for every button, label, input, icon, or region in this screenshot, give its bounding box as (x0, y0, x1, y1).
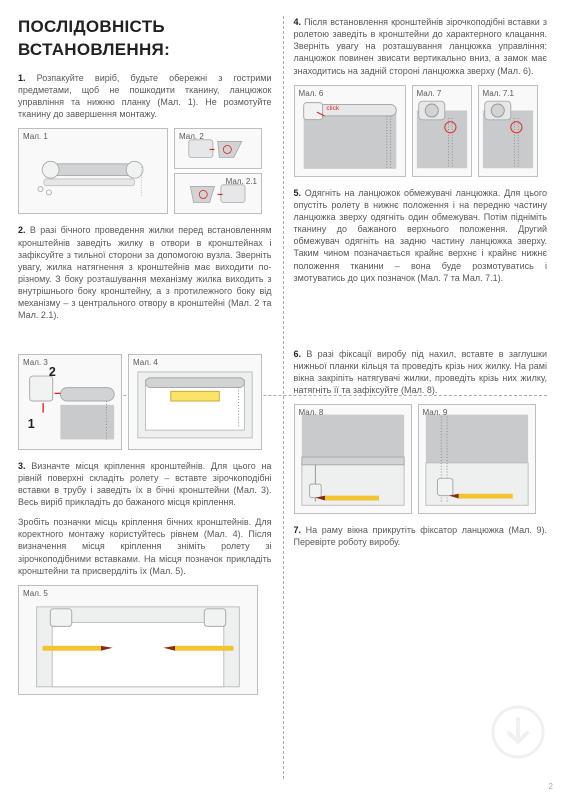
figure-7-label: Мал. 7 (417, 89, 442, 100)
figure-6-svg: click (298, 89, 402, 173)
step-7: 7. На раму вікна прикрутіть фіксатор лан… (294, 524, 548, 548)
step-3b: Зробіть позначки місць кріплення бічних … (18, 516, 272, 577)
figure-4-label: Мал. 4 (133, 358, 158, 369)
fig-row-8-9: Мал. 8 Мал. 9 (294, 404, 548, 514)
step-3-text: Визначте місця кріплення кронштейнів. Дл… (18, 461, 272, 507)
step-7-num: 7. (294, 525, 302, 535)
section-left-bottom: Мал. 3 1 2 Мал. 4 (18, 348, 272, 705)
figure-1-svg (26, 142, 159, 201)
figure-1: Мал. 1 (18, 128, 168, 214)
page-number: 2 (549, 782, 553, 793)
figure-7-1-svg (481, 89, 535, 173)
figure-5: Мал. 5 (18, 585, 258, 695)
figure-7-1: Мал. 7.1 (478, 85, 538, 177)
step-2-text: В разі бічного проведення жилки перед вс… (18, 225, 272, 320)
click-label: click (326, 105, 340, 112)
figure-3: Мал. 3 1 2 (18, 354, 122, 450)
fig-row-5: Мал. 5 (18, 585, 272, 695)
figure-5-svg (23, 589, 253, 691)
figure-4: Мал. 4 (128, 354, 262, 450)
step-4-text: Після встановлення кронштейнів зірочкопо… (294, 17, 548, 76)
figure-3-svg: 1 2 (22, 358, 118, 446)
figure-7: Мал. 7 (412, 85, 472, 177)
figure-9-svg (422, 408, 532, 510)
figure-2-label: Мал. 2 (179, 132, 204, 143)
section-left-top: ПОСЛІДОВНІСТЬ ВСТАНОВЛЕННЯ: 1. Розпакуйт… (18, 16, 272, 330)
figure-8: Мал. 8 (294, 404, 412, 514)
figure-5-label: Мал. 5 (23, 589, 48, 600)
step-2: 2. В разі бічного проведення жилки перед… (18, 224, 272, 321)
step-5-text: Одягніть на ланцюжок обмежувачі ланцюжка… (294, 188, 548, 283)
watermark-icon (491, 705, 545, 759)
step-6-text: В разі фіксації виробу під нахил, вставт… (294, 349, 548, 395)
step-2-num: 2. (18, 225, 26, 235)
figure-2: Мал. 2 (174, 128, 262, 169)
fig-row-6-7: Мал. 6 click Мал. 7 (294, 85, 548, 177)
page-title: ПОСЛІДОВНІСТЬ ВСТАНОВЛЕННЯ: (18, 16, 272, 62)
figure-8-label: Мал. 8 (299, 408, 324, 419)
step-3: 3. Визначте місця кріплення кронштейнів.… (18, 460, 272, 509)
figure-7-1-label: Мал. 7.1 (483, 89, 514, 100)
figure-8-svg (298, 408, 408, 510)
figure-7-svg (415, 89, 469, 173)
figure-3-label: Мал. 3 (23, 358, 48, 369)
svg-text:1: 1 (28, 416, 35, 430)
step-7-text: На раму вікна прикрутіть фіксатор ланцюж… (294, 525, 548, 547)
step-4-num: 4. (294, 17, 302, 27)
figure-9: Мал. 9 (418, 404, 536, 514)
step-3-num: 3. (18, 461, 26, 471)
section-right-bottom: 6. В разі фіксації виробу під нахил, вст… (294, 348, 548, 705)
step-6: 6. В разі фіксації виробу під нахил, вст… (294, 348, 548, 397)
fig-row-1-2: Мал. 1 Мал. 2 (18, 128, 272, 214)
figure-2-1: Мал. 2.1 (174, 173, 262, 214)
step-5: 5. Одягніть на ланцюжок обмежувачі ланцю… (294, 187, 548, 284)
step-5-num: 5. (294, 188, 302, 198)
step-4: 4. Після встановлення кронштейнів зірочк… (294, 16, 548, 77)
fig-row-3-4: Мал. 3 1 2 Мал. 4 (18, 354, 272, 450)
step-1-num: 1. (18, 73, 26, 83)
figure-1-label: Мал. 1 (23, 132, 48, 143)
section-right-top: 4. Після встановлення кронштейнів зірочк… (294, 16, 548, 330)
page-grid: ПОСЛІДОВНІСТЬ ВСТАНОВЛЕННЯ: 1. Розпакуйт… (0, 0, 565, 733)
step-6-num: 6. (294, 349, 302, 359)
svg-text:2: 2 (49, 365, 56, 379)
figure-4-svg (132, 358, 258, 446)
step-1: 1. Розпакуйте виріб, будьте обережні з г… (18, 72, 272, 121)
figure-2-1-label: Мал. 2.1 (226, 177, 257, 188)
step-1-text: Розпакуйте виріб, будьте обережні з гост… (18, 73, 272, 119)
figure-9-label: Мал. 9 (423, 408, 448, 419)
figure-6-label: Мал. 6 (299, 89, 324, 100)
figure-6: Мал. 6 click (294, 85, 406, 177)
